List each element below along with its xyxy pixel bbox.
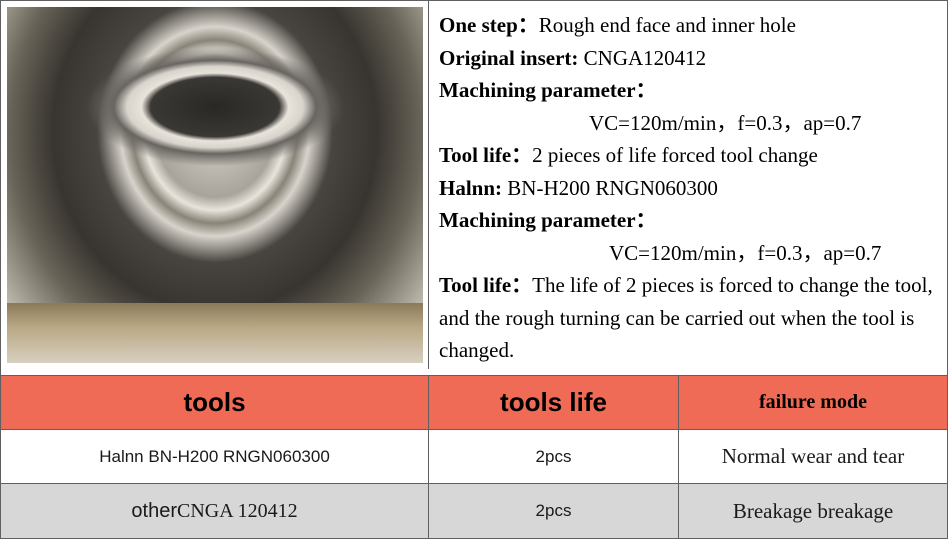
cell-tools: Halnn BN-H200 RNGN060300	[1, 430, 429, 484]
header-life-text: tools life	[500, 387, 607, 418]
cell-fail: Breakage breakage	[679, 484, 947, 538]
spec-value: 2 pieces of life forced tool change	[532, 143, 818, 167]
product-image-cell	[1, 1, 429, 369]
spec-line-7: Machining parameter：	[439, 204, 937, 237]
cell-fail: Normal wear and tear	[679, 430, 947, 484]
table-header-row: tools tools life failure mode	[1, 376, 947, 430]
cell-fail-text: Normal wear and tear	[722, 444, 905, 469]
spec-label: Machining parameter：	[439, 208, 657, 232]
header-life: tools life	[429, 376, 679, 430]
spec-value: VC=120m/min，f=0.3，ap=0.7	[609, 241, 881, 265]
cell-life: 2pcs	[429, 430, 679, 484]
cell-life-text: 2pcs	[536, 447, 572, 467]
spec-line-2: Original insert: CNGA120412	[439, 42, 937, 75]
header-tools-text: tools	[183, 387, 245, 418]
spec-value: BN-H200 RNGN060300	[502, 176, 718, 200]
cell-tools-text: Halnn BN-H200 RNGN060300	[99, 447, 330, 467]
spec-value: Rough end face and inner hole	[539, 13, 796, 37]
spec-label: Tool life：	[439, 273, 532, 297]
spec-line-8: VC=120m/min，f=0.3，ap=0.7	[439, 237, 937, 270]
spec-label: Original insert:	[439, 46, 578, 70]
top-row: One step：Rough end face and inner hole O…	[1, 1, 947, 376]
spec-label: Halnn:	[439, 176, 502, 200]
document-container: One step：Rough end face and inner hole O…	[0, 0, 948, 539]
spec-line-3: Machining parameter：	[439, 74, 937, 107]
spec-cell: One step：Rough end face and inner hole O…	[429, 1, 947, 375]
cell-tools: other CNGA 120412	[1, 484, 429, 538]
header-tools: tools	[1, 376, 429, 430]
header-fail: failure mode	[679, 376, 947, 430]
spec-line-5: Tool life：2 pieces of life forced tool c…	[439, 139, 937, 172]
spec-line-9: Tool life：The life of 2 pieces is forced…	[439, 269, 937, 367]
spec-label: Machining parameter：	[439, 78, 657, 102]
cell-life: 2pcs	[429, 484, 679, 538]
spec-line-1: One step：Rough end face and inner hole	[439, 9, 937, 42]
spec-value: VC=120m/min，f=0.3，ap=0.7	[589, 111, 861, 135]
gear-image	[7, 7, 423, 363]
spec-label: One step：	[439, 13, 539, 37]
spec-label: Tool life：	[439, 143, 532, 167]
header-fail-text: failure mode	[759, 391, 867, 414]
table-row: Halnn BN-H200 RNGN060300 2pcs Normal wea…	[1, 430, 947, 484]
cell-life-text: 2pcs	[536, 501, 572, 521]
cell-fail-text: Breakage breakage	[733, 499, 893, 524]
spec-line-6: Halnn: BN-H200 RNGN060300	[439, 172, 937, 205]
table-row: other CNGA 120412 2pcs Breakage breakage	[1, 484, 947, 538]
cell-tools-prefix: other	[131, 500, 177, 523]
cell-tools-text: CNGA 120412	[177, 500, 298, 523]
spec-line-4: VC=120m/min，f=0.3，ap=0.7	[439, 107, 937, 140]
spec-value: CNGA120412	[578, 46, 706, 70]
